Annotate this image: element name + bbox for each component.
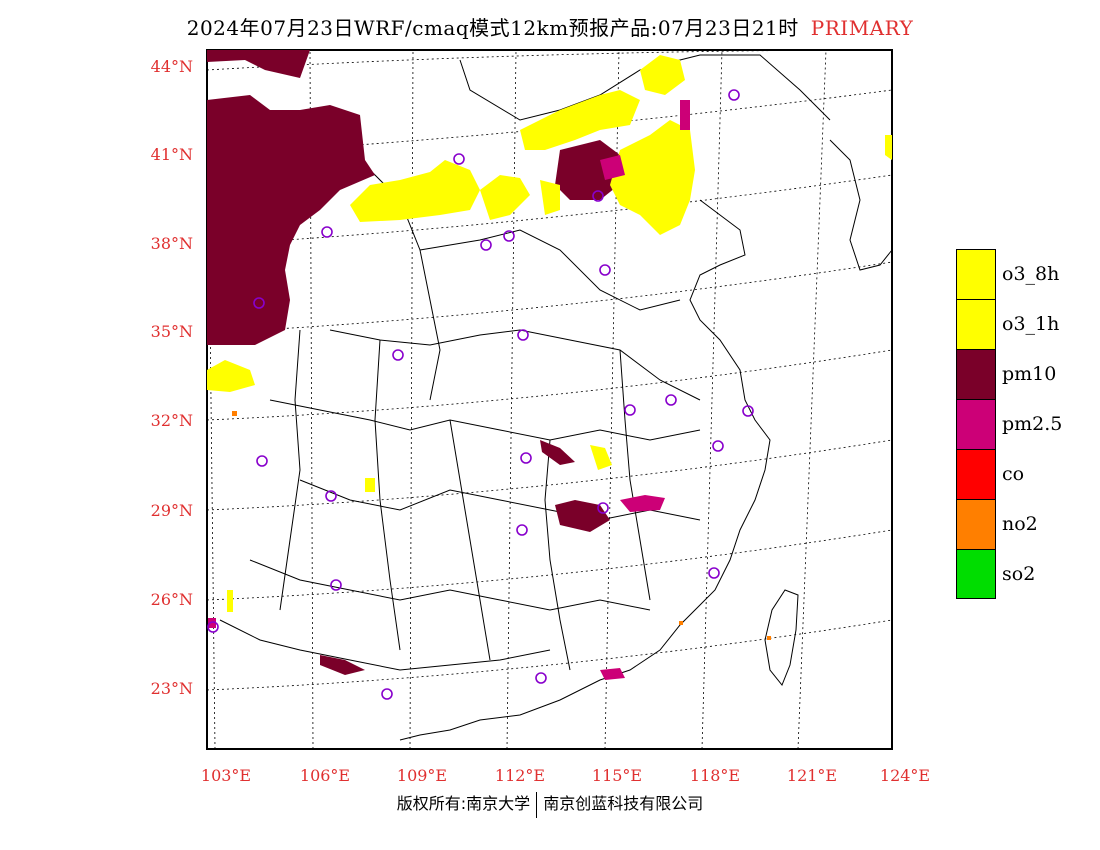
lat-tick-label: 32°N (151, 411, 193, 430)
lon-tick-label: 124°E (880, 766, 930, 785)
legend-label: so2 (1002, 563, 1036, 585)
lon-tick-label: 118°E (690, 766, 740, 785)
legend-label: o3_8h (1002, 263, 1060, 285)
lat-tick-label: 44°N (151, 57, 193, 76)
legend-label: pm10 (1002, 363, 1057, 385)
boundaries (219, 54, 893, 741)
graticule (206, 49, 893, 750)
lon-tick-label: 115°E (592, 766, 642, 785)
legend-swatch (956, 299, 996, 349)
longitude-tick-labels: 103°E 106°E 109°E 112°E 115°E 118°E 121°E 124°E (201, 766, 930, 785)
lon-tick-label: 106°E (300, 766, 350, 785)
legend-swatch (956, 449, 996, 499)
copyright-footer: 版权所有:南京大学 南京创蓝科技有限公司 (0, 790, 1100, 818)
pm10-areas (207, 50, 625, 675)
lon-tick-label: 112°E (495, 766, 545, 785)
legend-swatch (956, 249, 996, 299)
no2-points (232, 411, 771, 640)
o3-areas (207, 55, 892, 612)
title-primary-tag: PRIMARY (810, 16, 914, 40)
lon-tick-label: 103°E (201, 766, 251, 785)
legend-label: pm2.5 (1002, 413, 1063, 435)
title-text: 2024年07月23日WRF/cmaq模式12km预报产品:07月23日21时 (186, 16, 799, 40)
pm25-areas (208, 100, 690, 680)
lat-tick-label: 23°N (151, 679, 193, 698)
legend-label: o3_1h (1002, 313, 1060, 335)
legend-label: no2 (1002, 513, 1038, 535)
lat-tick-label: 35°N (151, 322, 193, 341)
footer-separator (536, 791, 538, 818)
lon-tick-label: 109°E (397, 766, 447, 785)
legend-swatch (956, 349, 996, 399)
latitude-tick-labels: 44°N 41°N 38°N 35°N 32°N 29°N 26°N 23°N (151, 57, 193, 698)
station-markers (207, 89, 754, 700)
lat-tick-label: 29°N (151, 501, 193, 520)
legend-swatch (956, 399, 996, 449)
legend-label: co (1002, 463, 1025, 485)
lat-tick-label: 38°N (151, 234, 193, 253)
legend-swatch (956, 499, 996, 549)
legend-swatch (956, 549, 996, 599)
map-title: 2024年07月23日WRF/cmaq模式12km预报产品:07月23日21时 P… (0, 12, 1100, 41)
lat-tick-label: 41°N (151, 145, 193, 164)
lon-tick-label: 121°E (787, 766, 837, 785)
lat-tick-label: 26°N (151, 590, 193, 609)
footer-copyright: 版权所有:南京大学 (396, 794, 531, 813)
footer-company: 南京创蓝科技有限公司 (543, 794, 704, 813)
